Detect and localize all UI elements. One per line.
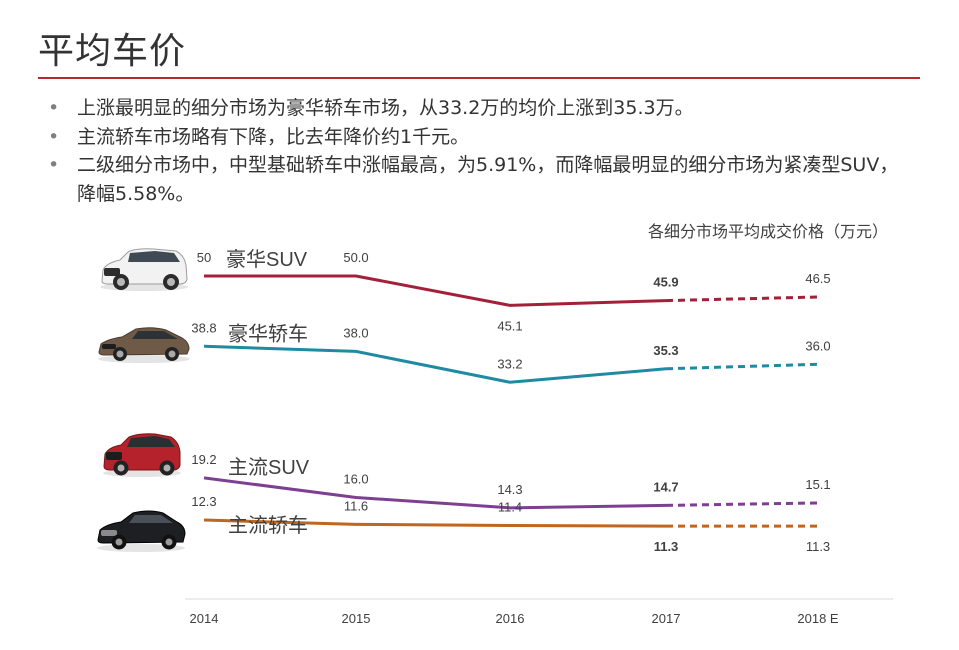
series-name-label: 主流SUV <box>228 456 310 479</box>
red-suv-icon <box>103 433 181 477</box>
chart-title: 各细分市场平均成交价格（万元） <box>647 222 888 241</box>
data-label: 45.1 <box>497 318 522 333</box>
bullet-item: 主流轿车市场略有下降，比去年降价约1千元。 <box>48 123 908 152</box>
series-line <box>203 344 667 384</box>
white-luxury-suv-icon <box>100 248 188 291</box>
series-forecast-line <box>665 362 819 371</box>
series-name-label: 主流轿车 <box>228 514 308 537</box>
data-label: 11.3 <box>654 539 679 554</box>
data-label: 36.0 <box>805 338 830 353</box>
series-name-label: 豪华轿车 <box>228 322 308 345</box>
data-label: 38.8 <box>191 320 216 335</box>
data-label: 16.0 <box>343 471 368 486</box>
slide-title: 平均车价 <box>38 31 187 72</box>
bronze-luxury-sedan-icon <box>98 327 190 363</box>
x-tick-label: 2017 <box>652 611 681 626</box>
series-4: 12.3 11.6 11.4 11.3 11.3 主流轿车 <box>191 494 830 554</box>
data-label: 11.4 <box>498 500 522 515</box>
data-label: 14.3 <box>497 482 522 497</box>
data-label: 11.3 <box>806 539 830 554</box>
x-tick-label: 2015 <box>342 611 371 626</box>
data-label: 14.7 <box>653 479 678 494</box>
x-tick-label: 2016 <box>496 611 525 626</box>
series-name-label: 豪华SUV <box>226 248 308 271</box>
series-2: 38.8 38.0 33.2 35.3 36.0 豪华轿车 <box>191 320 831 384</box>
series-1: 50 50.0 45.1 45.9 46.5 豪华SUV <box>197 248 831 333</box>
data-label: 45.9 <box>653 275 678 290</box>
data-label: 50 <box>197 250 211 265</box>
bullet-item: 二级细分市场中，中型基础轿车中涨幅最高，为5.91%，而降幅最明显的细分市场为紧… <box>48 151 908 208</box>
black-sedan-icon <box>97 510 186 552</box>
data-label: 50.0 <box>343 250 368 265</box>
data-label: 33.2 <box>497 356 522 371</box>
series-line <box>203 476 667 510</box>
data-label: 46.5 <box>805 271 830 286</box>
x-tick-label: 2018 E <box>797 611 839 626</box>
bullet-list: 上涨最明显的细分市场为豪华轿车市场，从33.2万的均价上涨到35.3万。 主流轿… <box>48 94 908 208</box>
series-forecast-line <box>665 295 819 303</box>
series-line <box>203 518 667 528</box>
data-label: 15.1 <box>805 477 830 492</box>
data-label: 19.2 <box>191 452 216 467</box>
data-label: 38.0 <box>343 325 368 340</box>
x-tick-label: 2014 <box>190 611 219 626</box>
data-label: 11.6 <box>344 498 368 513</box>
series-3: 19.2 16.0 14.3 14.7 15.1 主流SUV <box>191 452 831 510</box>
title-divider <box>38 77 920 79</box>
series-forecast-line <box>665 501 819 507</box>
bullet-item: 上涨最明显的细分市场为豪华轿车市场，从33.2万的均价上涨到35.3万。 <box>48 94 908 123</box>
series-line <box>204 274 667 307</box>
data-label: 12.3 <box>191 494 216 509</box>
data-label: 35.3 <box>653 343 678 358</box>
